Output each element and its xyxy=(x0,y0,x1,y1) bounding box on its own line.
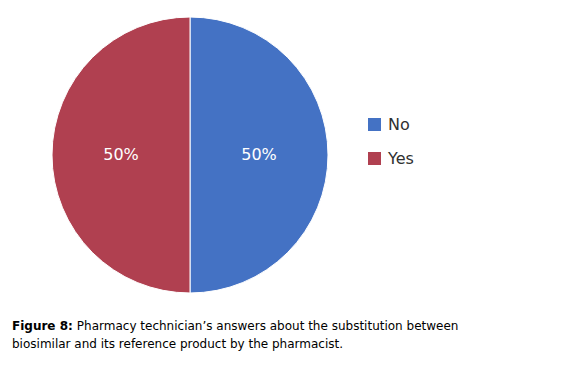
legend-item: No xyxy=(368,115,410,134)
pie-slice xyxy=(52,17,190,293)
caption-text: Pharmacy technician’s answers about the … xyxy=(77,319,459,333)
caption-bold: Figure 8: xyxy=(12,319,73,333)
caption: Figure 8: Pharmacy technician’s answers a… xyxy=(12,319,458,351)
data-label: 50% xyxy=(241,145,277,164)
legend-item: Yes xyxy=(368,149,414,168)
data-label: 50% xyxy=(103,145,139,164)
legend: No Yes xyxy=(368,115,414,168)
caption-line: Figure 8: Pharmacy technician’s answers a… xyxy=(12,319,458,333)
legend-label: Yes xyxy=(387,149,414,168)
pie xyxy=(52,17,328,293)
legend-swatch xyxy=(368,152,381,165)
pie-slice xyxy=(190,17,328,293)
caption-line: biosimilar and its reference product by … xyxy=(12,337,343,351)
chart: 50% 50% No Yes Figure 8: Pharmacy technician’… xyxy=(0,0,580,371)
data-labels: 50% 50% xyxy=(103,145,277,164)
legend-label: No xyxy=(388,115,410,134)
legend-swatch xyxy=(368,118,381,131)
